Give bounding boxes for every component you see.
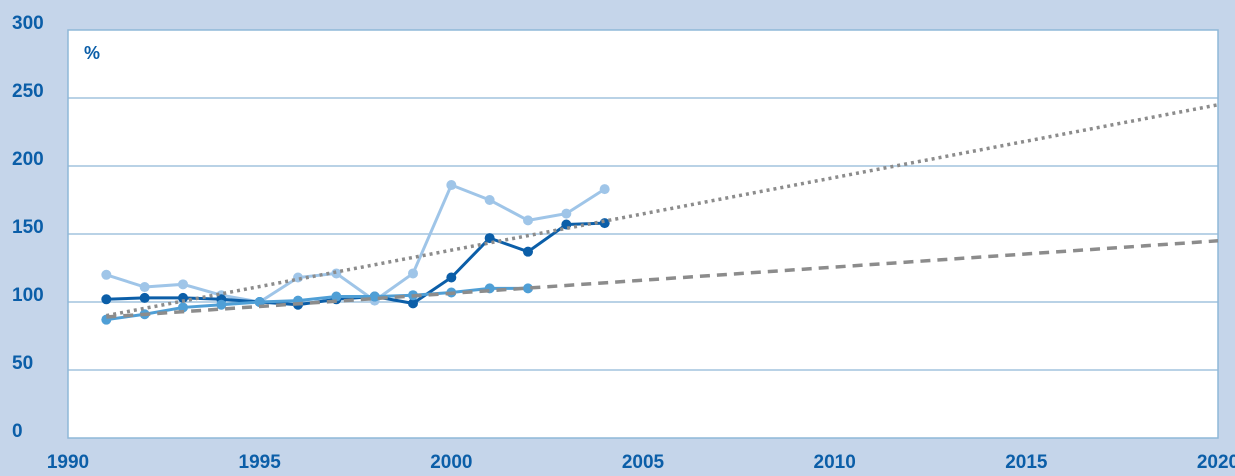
y-tick-label: 0 [12,421,23,442]
point [561,208,572,219]
point [446,272,457,283]
x-tick-label: 2010 [814,452,856,473]
point [599,184,610,195]
y-tick-label: 200 [12,149,44,170]
point [178,302,188,313]
y-tick-label: 300 [12,13,44,34]
point [101,294,112,305]
point [369,291,380,302]
x-tick-label: 2005 [622,452,665,473]
point [484,195,495,205]
point [178,292,188,303]
y-tick-label: 100 [12,285,44,306]
x-tick-label: 2015 [1005,452,1048,473]
x-tick-label: 2020 [1197,452,1235,473]
y-tick-label: 150 [12,217,44,238]
point [139,282,150,293]
y-axis-unit: % [84,43,100,63]
point [523,215,533,226]
point [178,279,188,290]
point [599,218,610,229]
point [408,298,418,309]
y-tick-label: 250 [12,81,44,102]
x-tick-label: 1995 [239,452,282,473]
point [484,233,495,244]
point [101,269,112,280]
point [254,297,265,307]
point [523,283,533,294]
point [331,291,342,302]
point [523,246,533,257]
line [105,183,606,304]
point [446,180,457,191]
point [408,268,418,279]
y-tick-label: 50 [12,353,33,374]
x-tick-label: 2000 [430,452,472,473]
line [106,286,528,322]
point [139,292,150,303]
point [216,299,227,310]
x-tick-label: 1990 [47,452,89,473]
